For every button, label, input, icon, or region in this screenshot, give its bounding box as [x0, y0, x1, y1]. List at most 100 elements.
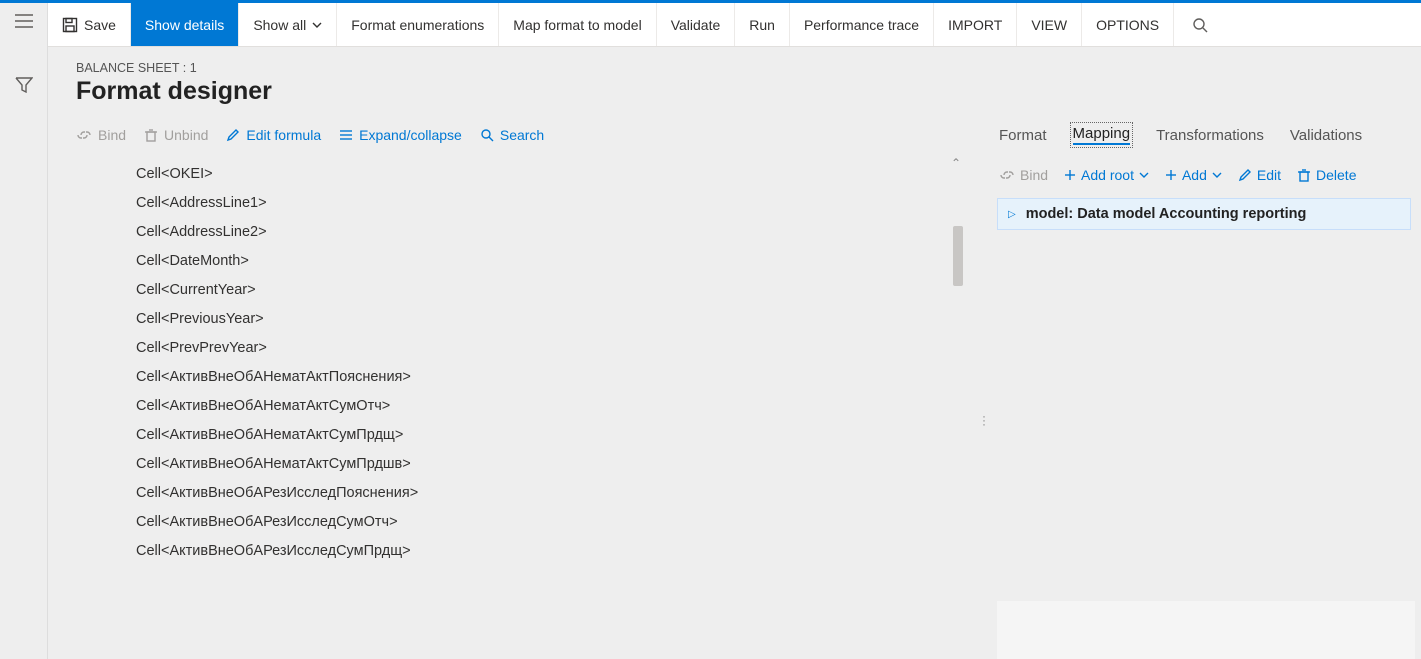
unbind-button[interactable]: Unbind	[144, 127, 208, 143]
unbind-label: Unbind	[164, 127, 208, 143]
pencil-icon	[1238, 168, 1252, 182]
edit-label: Edit	[1257, 167, 1281, 183]
trash-icon	[1297, 168, 1311, 182]
format-tree-item[interactable]: Cell<OKEI>	[136, 166, 959, 182]
format-tree-item[interactable]: Cell<АктивВнеОбАНематАктПояснения>	[136, 369, 959, 385]
performance-trace-label: Performance trace	[804, 17, 919, 33]
chevron-down-icon	[312, 20, 322, 30]
tab-validations[interactable]: Validations	[1290, 127, 1362, 144]
map-format-label: Map format to model	[513, 17, 641, 33]
view-label: VIEW	[1031, 17, 1067, 33]
expand-collapse-label: Expand/collapse	[359, 127, 462, 143]
toolbar-search-button[interactable]	[1174, 3, 1226, 46]
format-tree-item[interactable]: Cell<АктивВнеОбАРезИсследСумПрдщ>	[136, 543, 959, 559]
format-enumerations-label: Format enumerations	[351, 17, 484, 33]
tree-search-label: Search	[500, 127, 544, 143]
tab-format[interactable]: Format	[999, 127, 1047, 144]
tab-transformations[interactable]: Transformations	[1156, 127, 1264, 144]
scroll-up-icon[interactable]: ⌃	[951, 156, 961, 170]
format-tree-item[interactable]: Cell<АктивВнеОбАНематАктСумПрдщ>	[136, 427, 959, 443]
save-label: Save	[84, 17, 116, 33]
mapping-toolbar: Bind Add root Add Edit	[993, 156, 1415, 194]
content-row: Bind Unbind Edit formula Expand/collapse	[48, 114, 1421, 659]
format-tree-item[interactable]: Cell<PreviousYear>	[136, 311, 959, 327]
add-root-button[interactable]: Add root	[1064, 167, 1149, 183]
delete-label: Delete	[1316, 167, 1356, 183]
hamburger-icon[interactable]	[14, 11, 34, 31]
filter-icon[interactable]	[14, 75, 34, 95]
edit-button[interactable]: Edit	[1238, 167, 1281, 183]
show-details-label: Show details	[145, 17, 224, 33]
import-label: IMPORT	[948, 17, 1002, 33]
pane-splitter[interactable]: ···	[979, 114, 993, 659]
format-tree-item[interactable]: Cell<PrevPrevYear>	[136, 340, 959, 356]
breadcrumb: BALANCE SHEET : 1	[76, 61, 1393, 75]
format-tree-item[interactable]: Cell<АктивВнеОбАРезИсследПояснения>	[136, 485, 959, 501]
format-tree-toolbar: Bind Unbind Edit formula Expand/collapse	[76, 114, 979, 156]
format-tree-area: Cell<OKEI> Cell<AddressLine1> Cell<Address…	[76, 156, 979, 659]
add-label: Add	[1182, 167, 1207, 183]
edit-formula-button[interactable]: Edit formula	[226, 127, 321, 143]
page-header: BALANCE SHEET : 1 Format designer	[48, 47, 1421, 114]
add-button[interactable]: Add	[1165, 167, 1222, 183]
format-tree-item[interactable]: Cell<АктивВнеОбАНематАктСумОтч>	[136, 398, 959, 414]
chevron-down-icon	[1139, 170, 1149, 180]
map-format-to-model-button[interactable]: Map format to model	[499, 3, 656, 46]
options-label: OPTIONS	[1096, 17, 1159, 33]
edit-formula-label: Edit formula	[246, 127, 321, 143]
mapping-empty-area	[993, 230, 1415, 601]
show-all-button[interactable]: Show all	[239, 3, 337, 46]
save-icon	[62, 17, 78, 33]
format-tree-item[interactable]: Cell<AddressLine1>	[136, 195, 959, 211]
page-title: Format designer	[76, 77, 1393, 106]
link-icon	[999, 168, 1015, 182]
format-tree-item[interactable]: Cell<AddressLine2>	[136, 224, 959, 240]
validate-label: Validate	[671, 17, 721, 33]
view-menu[interactable]: VIEW	[1017, 3, 1082, 46]
format-tree-item[interactable]: Cell<DateMonth>	[136, 253, 959, 269]
plus-icon	[1165, 169, 1177, 181]
link-icon	[76, 128, 92, 142]
search-icon	[1192, 17, 1208, 33]
main-column: Save Show details Show all Format enumer…	[48, 3, 1421, 659]
left-rail	[0, 3, 48, 659]
list-icon	[339, 129, 353, 141]
mapping-root-node[interactable]: ▷ model: Data model Accounting reporting	[997, 198, 1411, 230]
trash-icon	[144, 128, 158, 142]
scroll-thumb[interactable]	[953, 226, 963, 286]
format-tree-item[interactable]: Cell<АктивВнеОбАНематАктСумПрдшв>	[136, 456, 959, 472]
chevron-down-icon	[1212, 170, 1222, 180]
validate-button[interactable]: Validate	[657, 3, 736, 46]
run-button[interactable]: Run	[735, 3, 790, 46]
bind-button[interactable]: Bind	[76, 127, 126, 143]
search-icon	[480, 128, 494, 142]
format-tree-pane: Bind Unbind Edit formula Expand/collapse	[48, 114, 979, 659]
format-enumerations-button[interactable]: Format enumerations	[337, 3, 499, 46]
add-root-label: Add root	[1081, 167, 1134, 183]
format-tree-item[interactable]: Cell<CurrentYear>	[136, 282, 959, 298]
scrollbar[interactable]: ⌃	[953, 156, 963, 659]
performance-trace-button[interactable]: Performance trace	[790, 3, 934, 46]
save-button[interactable]: Save	[48, 3, 131, 46]
import-menu[interactable]: IMPORT	[934, 3, 1017, 46]
run-label: Run	[749, 17, 775, 33]
mapping-pane: Format Mapping Transformations Validatio…	[993, 114, 1421, 659]
format-tree-item[interactable]: Cell<АктивВнеОбАРезИсследСумОтч>	[136, 514, 959, 530]
expand-collapse-button[interactable]: Expand/collapse	[339, 127, 462, 143]
show-details-button[interactable]: Show details	[131, 3, 239, 46]
splitter-handle-icon: ···	[982, 414, 985, 426]
options-menu[interactable]: OPTIONS	[1082, 3, 1174, 46]
top-toolbar: Save Show details Show all Format enumer…	[48, 3, 1421, 47]
mapping-root-label: model: Data model Accounting reporting	[1026, 206, 1307, 222]
mapping-bind-button[interactable]: Bind	[999, 167, 1048, 183]
bind-label: Bind	[98, 127, 126, 143]
expand-triangle-icon[interactable]: ▷	[1008, 209, 1016, 220]
show-all-label: Show all	[253, 17, 306, 33]
tree-search-button[interactable]: Search	[480, 127, 544, 143]
tab-mapping[interactable]: Mapping	[1073, 125, 1131, 145]
plus-icon	[1064, 169, 1076, 181]
pencil-icon	[226, 128, 240, 142]
mapping-footer	[997, 601, 1415, 659]
right-tabs: Format Mapping Transformations Validatio…	[993, 114, 1415, 156]
delete-button[interactable]: Delete	[1297, 167, 1356, 183]
